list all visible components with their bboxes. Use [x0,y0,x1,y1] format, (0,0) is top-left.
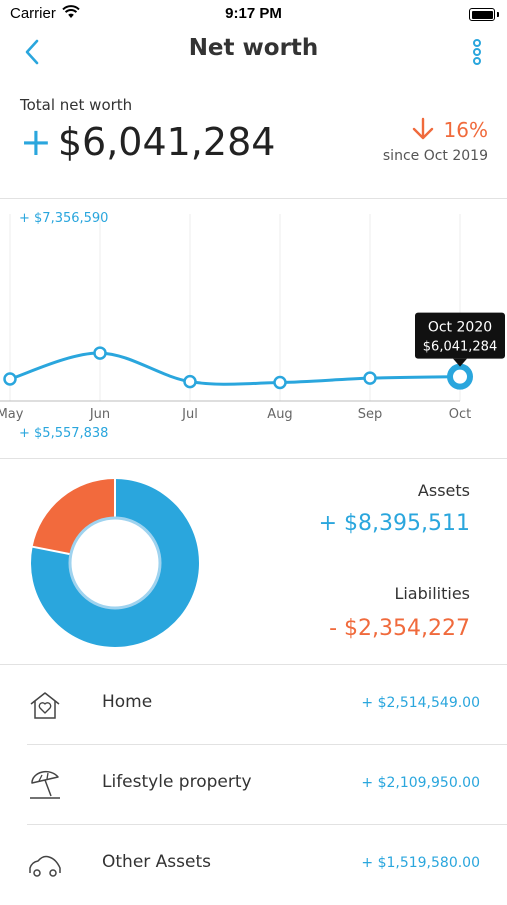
data-point[interactable] [273,375,287,390]
tooltip-title: Oct 2020 [428,320,492,336]
beach-umbrella-icon [30,770,60,799]
donut-gap [31,545,73,556]
back-chevron-icon[interactable] [22,37,44,67]
list-item-label: Lifestyle property [102,772,252,792]
chart-max-label: + $7,356,590 [19,211,109,226]
wifi-icon [62,5,80,18]
data-point[interactable] [93,346,107,360]
carrier-label: Carrier [10,5,56,22]
total-amount: $6,041,284 [57,120,276,164]
list-item-label: Home [102,692,153,712]
tooltip-value: $6,041,284 [423,340,497,355]
tooltip-pointer [453,358,467,367]
page-title: Net worth [188,35,319,61]
data-point[interactable] [363,371,377,385]
donut-slice-liabilities[interactable] [32,479,115,555]
assets-value: + $8,395,511 [318,511,470,536]
data-point[interactable] [183,374,197,389]
net-worth-chart[interactable]: + $7,356,590 + $5,557,838 May Jun Jul Aug Se… [0,200,507,458]
home-heart-icon [30,692,60,719]
x-tick-label: May [0,407,24,422]
tooltip-box [415,312,505,359]
vehicle-icon [29,855,61,877]
row-divider [27,824,507,825]
chart-tooltip: Oct 2020 $6,041,284 [415,312,505,367]
series-line [9,351,461,386]
change-since-label: since Oct 2019 [382,148,488,164]
battery-tip [497,12,499,17]
battery-icon [469,8,495,21]
list-item-label: Other Assets [102,852,211,872]
change-indicator: 16% [412,117,488,142]
assets-liabilities-donut[interactable] [29,477,201,649]
total-net-worth-value: + $6,041,284 [20,120,275,164]
x-tick-label: Jul [181,407,198,422]
chart-plot[interactable]: May Jun Jul Aug Sep Oct Oct 2020 $6,041,284 [0,200,507,458]
status-time: 9:17 PM [225,5,282,22]
total-net-worth-label: Total net worth [20,96,133,114]
change-percent: 16% [443,118,488,142]
liabilities-label: Liabilities [394,584,470,603]
donut-inner-ring [68,516,162,610]
x-tick-label: Sep [358,407,383,422]
assets-label: Assets [417,481,470,500]
list-item-home[interactable]: Home + $2,514,549.00 [0,665,507,745]
divider [0,458,507,459]
chart-min-label: + $5,557,838 [19,426,109,441]
more-options-icon[interactable] [470,37,484,67]
arrow-down-icon [412,117,433,140]
list-item-other-assets[interactable]: Other Assets + $1,519,580.00 [0,825,507,905]
list-item-value: + $1,519,580.00 [361,855,480,871]
list-item-lifestyle-property[interactable]: Lifestyle property + $2,109,950.00 [0,745,507,825]
list-item-value: + $2,514,549.00 [361,695,480,711]
data-point[interactable] [3,372,17,386]
row-divider [27,744,507,745]
x-tick-label: Jun [89,407,110,422]
selected-data-point[interactable] [447,363,473,390]
x-tick-label: Oct [449,407,471,422]
donut-slice-assets[interactable] [30,479,199,647]
liabilities-value: - $2,354,227 [329,616,470,641]
list-item-value: + $2,109,950.00 [361,775,480,791]
status-bar: Carrier 9:17 PM [0,0,507,28]
x-tick-label: Aug [267,407,292,422]
divider [0,664,507,665]
total-sign: + [20,120,52,164]
divider [0,198,507,199]
